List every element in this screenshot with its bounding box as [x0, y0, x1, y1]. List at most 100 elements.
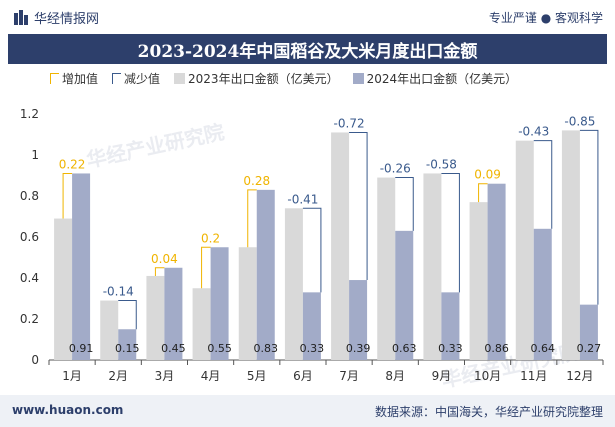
x-tick-label: 12月 — [566, 369, 593, 383]
change-label: -0.85 — [564, 114, 595, 128]
legend-increase: 增加值 — [50, 70, 98, 87]
bar-2024 — [210, 247, 229, 360]
change-label: 0.22 — [59, 157, 86, 171]
data-label-2024: 0.27 — [577, 342, 602, 355]
header-tagline: 专业严谨 ● 客观科学 — [488, 11, 603, 25]
bar-2024 — [395, 230, 414, 360]
decrease-bracket — [349, 131, 368, 281]
bar-2024 — [72, 173, 91, 360]
x-tick-label: 5月 — [247, 369, 267, 383]
data-label-2024: 0.64 — [531, 342, 556, 355]
decrease-bracket — [395, 177, 414, 231]
y-tick-label: 0.8 — [20, 189, 39, 203]
y-tick-label: 1 — [31, 148, 39, 162]
bar-2024 — [164, 267, 183, 360]
decrease-bracket — [441, 172, 460, 293]
data-label-2024: 0.39 — [346, 342, 371, 355]
change-label: -0.41 — [287, 192, 318, 206]
bar-2023 — [284, 208, 303, 360]
bar-2023 — [100, 300, 119, 360]
data-label-2024: 0.63 — [392, 342, 417, 355]
increase-bracket — [201, 246, 211, 289]
increase-bracket — [154, 267, 165, 276]
x-tick-label: 2月 — [108, 369, 128, 383]
data-label-2024: 0.15 — [115, 342, 140, 355]
bar-2024 — [579, 304, 598, 360]
x-tick-label: 6月 — [293, 369, 313, 383]
data-label-2024: 0.33 — [438, 342, 463, 355]
change-label: -0.26 — [380, 162, 411, 176]
brand-logo-icon — [14, 9, 28, 25]
bar-2023 — [515, 140, 534, 360]
legend-2023: 2023年出口金额（亿美元） — [174, 70, 339, 87]
decrease-bracket — [579, 129, 599, 305]
legend-increase-label: 增加值 — [62, 72, 99, 86]
bar-2024 — [441, 292, 460, 360]
bar-chart: 0 0.2 0.4 0.6 0.8 1 1.2 0.91 0.22 1月 0.15 -0.14 2月 0.… — [20, 107, 604, 383]
y-tick-label: 1.2 — [20, 107, 39, 121]
legend-decrease-label: 减少值 — [124, 72, 161, 86]
y-tick-label: 0.2 — [20, 312, 39, 326]
increase-bracket — [247, 189, 257, 248]
data-label-2024: 0.33 — [300, 342, 325, 355]
bar-2024 — [302, 292, 321, 360]
bar-2024 — [533, 228, 552, 360]
bar-2023 — [377, 177, 396, 360]
x-tick-label: 8月 — [385, 369, 405, 383]
change-label: -0.14 — [103, 285, 134, 299]
x-tick-label: 11月 — [520, 369, 547, 383]
bar-2023 — [561, 130, 580, 360]
decrease-bracket — [533, 140, 553, 229]
legend-2024-swatch — [352, 73, 364, 84]
bar-2024 — [487, 183, 506, 360]
legend-increase-swatch — [50, 73, 59, 84]
x-tick-label: 4月 — [201, 369, 221, 383]
y-tick-label: 0 — [31, 353, 39, 367]
data-label-2024: 0.83 — [254, 342, 279, 355]
bar-2023 — [331, 132, 350, 360]
brand-name: 华经情报网 — [34, 12, 100, 27]
data-label-2024: 0.86 — [484, 342, 509, 355]
y-tick-label: 0.6 — [20, 230, 39, 244]
footer-bar: www.huaon.com 数据来源：中国海关，华经产业研究院整理 — [0, 395, 615, 427]
bar-2023 — [469, 202, 488, 360]
data-label-2024: 0.55 — [207, 342, 232, 355]
decrease-bracket — [302, 207, 322, 293]
brand: 华经情报网 — [14, 8, 99, 27]
bar-2024 — [349, 280, 368, 360]
x-tick-label: 10月 — [474, 369, 501, 383]
header-bar: 华经情报网 专业严谨 ● 客观科学 — [0, 0, 615, 34]
increase-bracket — [62, 172, 73, 219]
x-tick-label: 9月 — [432, 369, 452, 383]
y-tick-label: 0.4 — [20, 271, 39, 285]
bar-2024 — [256, 189, 275, 360]
x-tick-label: 1月 — [62, 369, 82, 383]
bar-2024 — [118, 329, 137, 360]
bar-2023 — [423, 173, 442, 360]
x-tick-label: 7月 — [339, 369, 359, 383]
data-label-2024: 0.45 — [161, 342, 186, 355]
chart-legend: 增加值 减少值 2023年出口金额（亿美元） 2024年出口金额（亿美元） — [50, 70, 517, 87]
change-label: -0.58 — [426, 157, 457, 171]
data-label-2024: 0.91 — [69, 342, 94, 355]
change-label: 0.09 — [474, 168, 501, 182]
increase-bracket — [478, 183, 488, 203]
legend-2024: 2024年出口金额（亿美元） — [352, 70, 518, 87]
bar-2023 — [238, 247, 257, 360]
change-label: 0.04 — [151, 252, 178, 266]
x-tick-label: 3月 — [155, 369, 175, 383]
change-label: -0.43 — [518, 125, 549, 139]
bar-2023 — [146, 275, 165, 360]
legend-2024-label: 2024年出口金额（亿美元） — [366, 72, 518, 86]
legend-decrease: 减少值 — [112, 70, 160, 87]
chart-title: 2023-2024年中国稻谷及大米月度出口金额 — [8, 34, 607, 64]
legend-2023-label: 2023年出口金额（亿美元） — [188, 72, 339, 86]
decrease-bracket — [118, 300, 137, 330]
bar-2023 — [192, 288, 211, 360]
legend-2023-swatch — [174, 73, 186, 84]
bar-2023 — [54, 218, 73, 360]
change-label: 0.28 — [243, 174, 270, 188]
change-label: -0.72 — [334, 116, 365, 130]
change-label: 0.2 — [201, 231, 220, 245]
